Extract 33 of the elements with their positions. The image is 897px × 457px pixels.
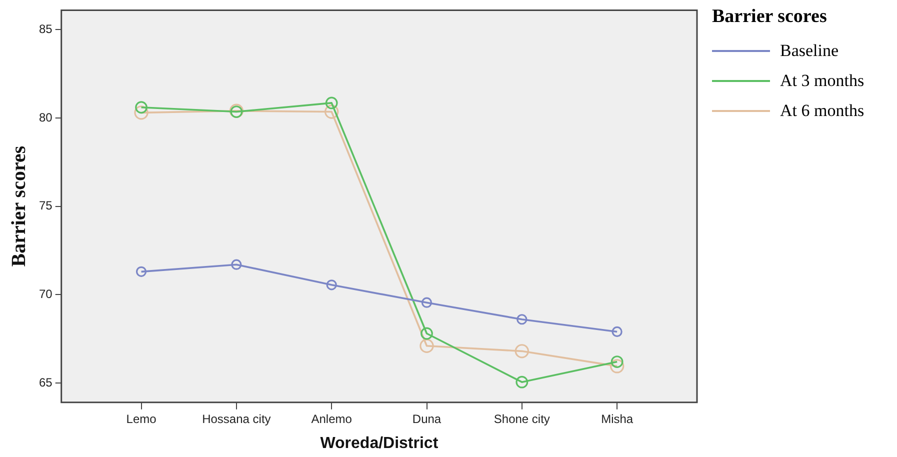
x-tick-label: Lemo [126, 412, 157, 426]
y-tick-label: 70 [38, 286, 53, 301]
legend-label: At 3 months [780, 71, 864, 91]
point [610, 356, 624, 368]
legend-title: Barrier scores [712, 6, 828, 28]
point [514, 344, 530, 358]
point [231, 259, 242, 270]
point [516, 314, 528, 325]
y-tick-label: 65 [38, 375, 53, 390]
point [610, 359, 624, 374]
point [612, 326, 622, 338]
point [134, 106, 148, 120]
x-tick-label: Anlemo [311, 412, 352, 426]
point [136, 266, 147, 277]
legend-label: Baseline [780, 41, 839, 61]
legend-label: At 6 months [780, 101, 864, 121]
y-axis-title: Barrier scores [8, 146, 30, 267]
x-tick-label: Hossana city [202, 412, 271, 426]
x-axis-title: Woreda/District [320, 434, 439, 452]
point [516, 376, 528, 388]
point [324, 104, 339, 119]
point [420, 327, 433, 340]
point [135, 101, 148, 114]
y-tick-label: 85 [38, 22, 53, 36]
x-tick-label: Shone city [494, 412, 550, 426]
point [325, 96, 338, 110]
y-tick-label: 80 [38, 110, 53, 124]
point [326, 280, 337, 290]
point [420, 338, 434, 353]
y-tick-label: 75 [38, 198, 53, 213]
x-tick-label: Duna [412, 412, 442, 426]
x-tick-label: Misha [601, 412, 634, 426]
point [421, 297, 432, 308]
